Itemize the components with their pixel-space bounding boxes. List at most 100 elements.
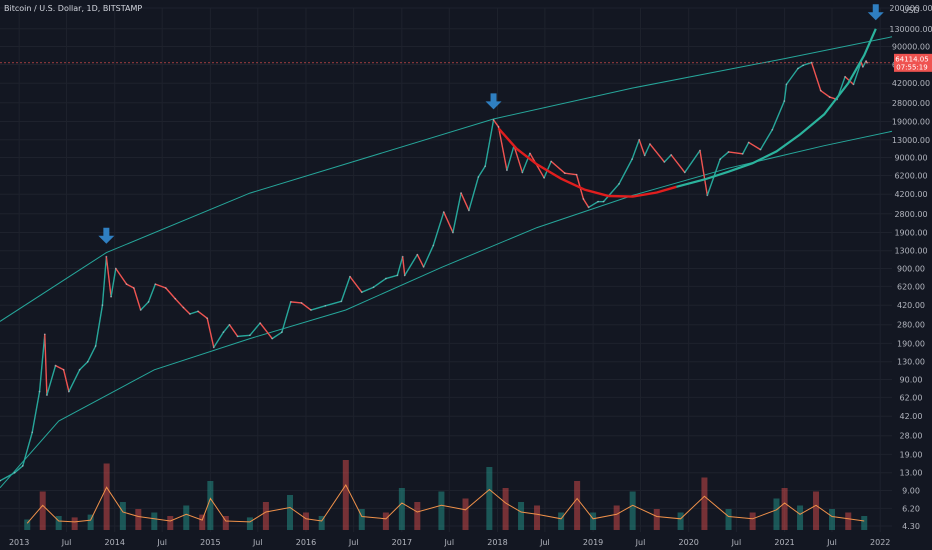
price-segment — [147, 283, 157, 303]
volume-bar — [574, 481, 581, 530]
price-point — [783, 100, 786, 102]
price-segment — [340, 276, 351, 302]
volume-bar — [87, 514, 94, 530]
volume-bar — [781, 488, 788, 530]
volume-bar — [167, 516, 174, 530]
price-segment — [742, 142, 750, 155]
price-point — [0, 479, 1, 482]
volume-bar — [183, 505, 190, 530]
price-point — [289, 300, 292, 303]
price-segment — [416, 254, 425, 268]
price-segment — [432, 211, 445, 246]
price-point — [670, 153, 673, 156]
volume-bar — [677, 512, 684, 530]
price-point — [442, 211, 445, 213]
price-point — [228, 323, 231, 326]
price-segment — [649, 143, 665, 163]
x-tick-label: 2019 — [583, 538, 603, 547]
price-point — [78, 368, 81, 371]
arrow-annotations — [98, 4, 884, 244]
price-segment — [373, 277, 387, 288]
x-tick-label: Jul — [826, 538, 837, 547]
price-point — [403, 274, 406, 277]
y-tick-label: 6.20 — [902, 504, 920, 513]
price-point — [206, 317, 209, 320]
price-segment — [22, 432, 33, 467]
y-tick-label: 2800.00 — [894, 210, 927, 219]
price-point — [797, 67, 799, 70]
price-point — [631, 158, 634, 161]
currency-label: USD — [902, 6, 919, 15]
y-tick-label: 9.00 — [902, 486, 920, 495]
price-point — [468, 209, 470, 212]
price-point — [101, 304, 104, 307]
price-segment — [197, 310, 208, 319]
x-tick-label: Jul — [348, 538, 359, 547]
volume-bar — [39, 491, 46, 530]
price-point — [638, 138, 641, 141]
price-point — [862, 65, 864, 68]
price-segment — [618, 158, 633, 185]
x-tick-label: Jul — [156, 538, 167, 547]
price-point — [618, 183, 620, 185]
price-point — [324, 304, 327, 307]
y-tick-label: 19000.00 — [892, 117, 930, 126]
y-tick-label: 62.00 — [900, 393, 923, 402]
y-tick-label: 6200.00 — [894, 171, 927, 180]
price-point — [38, 390, 41, 393]
price-segment — [213, 331, 225, 348]
volume-bar — [358, 509, 365, 530]
price-segment — [401, 256, 406, 276]
price-tag-value: 64114.05 — [895, 55, 928, 63]
price-segment — [588, 201, 599, 208]
price-segment — [281, 301, 292, 333]
price-segment — [55, 364, 64, 371]
price-segment — [68, 369, 81, 392]
x-tick-label: 2014 — [105, 538, 125, 547]
y-tick-label: 620.00 — [897, 282, 925, 291]
price-point — [401, 255, 404, 258]
volume-bar — [71, 517, 78, 530]
volume-moving-average — [26, 484, 865, 524]
x-tick-label: 2020 — [679, 538, 699, 547]
volume-bar — [653, 509, 660, 530]
price-point — [300, 302, 303, 304]
chart-title: Bitcoin / U.S. Dollar, 1D, BITSTAMP — [4, 4, 142, 13]
price-point — [21, 464, 24, 467]
price-point — [602, 200, 605, 203]
price-segment — [663, 154, 672, 163]
price-point — [197, 310, 199, 313]
y-tick-label: 420.00 — [897, 301, 925, 310]
price-point — [45, 394, 48, 397]
annotation-curves — [497, 28, 877, 198]
price-segment — [582, 198, 590, 208]
volume-bar — [797, 505, 804, 530]
price-segment — [564, 172, 577, 176]
lower-channel-line — [0, 130, 893, 489]
volume-bar — [318, 516, 325, 530]
volume-bar — [135, 509, 142, 530]
price-point — [271, 337, 274, 340]
volume-bar — [414, 502, 421, 530]
y-tick-label: 13.00 — [900, 469, 923, 478]
price-segment — [852, 61, 862, 85]
price-segment — [699, 150, 709, 196]
x-axis[interactable]: 2013 Jul 2014 Jul 2015 Jul 2016 Jul 2017 Jul 2018 J… — [9, 538, 890, 547]
volume-bar — [486, 467, 493, 530]
price-segment — [115, 268, 128, 285]
price-segment — [301, 302, 312, 311]
x-tick-label: 2018 — [487, 538, 507, 547]
price-segment — [14, 465, 24, 474]
price-segment — [237, 334, 250, 338]
price-point — [643, 154, 646, 157]
price-segment — [222, 324, 231, 333]
price-segment — [182, 307, 191, 315]
price-point — [719, 158, 722, 161]
price-point — [492, 119, 495, 121]
price-point — [105, 255, 108, 258]
price-point — [222, 331, 225, 334]
volume-bar — [286, 495, 293, 530]
price-point — [67, 390, 70, 393]
price-point — [340, 300, 343, 303]
